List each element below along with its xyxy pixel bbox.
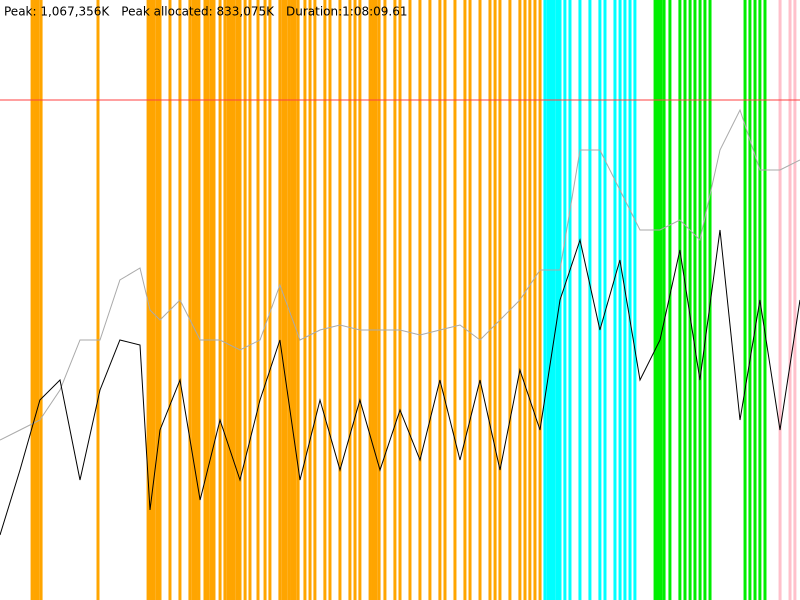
series-line xyxy=(0,108,800,441)
series-line xyxy=(0,229,800,536)
header-label: Duration:1:08:09.61 xyxy=(286,5,408,19)
header-label: Peak allocated: 833,075K xyxy=(121,5,275,19)
header: Peak: 1,067,356K Peak allocated: 833,075K… xyxy=(4,5,408,19)
header-label: Peak: 1,067,356K xyxy=(4,5,110,19)
data-lines xyxy=(0,99,800,536)
